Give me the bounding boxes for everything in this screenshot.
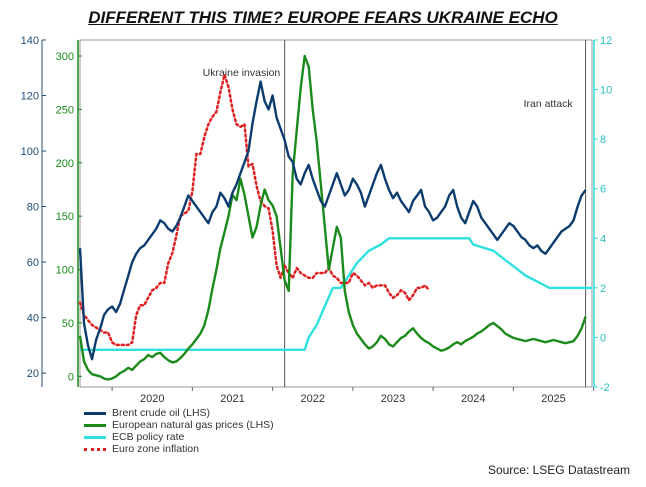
legend-item-brent: Brent crude oil (LHS) bbox=[84, 407, 274, 419]
left-inner-tick-150: 150 bbox=[56, 211, 74, 223]
right-tick-0: 0 bbox=[600, 332, 606, 344]
left-outer-tick-20: 20 bbox=[27, 368, 39, 380]
legend-swatch-ecb bbox=[84, 435, 106, 439]
left-outer-tick-60: 60 bbox=[27, 257, 39, 269]
legend-label-inflation: Euro zone inflation bbox=[112, 443, 199, 455]
left-outer-tick-100: 100 bbox=[21, 146, 39, 158]
legend-item-inflation: Euro zone inflation bbox=[84, 443, 274, 455]
annotation-label-0: Ukraine invasion bbox=[203, 67, 281, 79]
left-outer-tick-80: 80 bbox=[27, 202, 39, 214]
annotation-label-1: Iran attack bbox=[524, 98, 574, 110]
legend-label-gas: European natural gas prices (LHS) bbox=[112, 419, 274, 431]
series-line-inflation bbox=[78, 73, 431, 347]
x-tick-label-2022: 2022 bbox=[300, 393, 324, 405]
legend-item-gas: European natural gas prices (LHS) bbox=[84, 419, 274, 431]
plot-frame bbox=[79, 39, 593, 388]
left-inner-tick-50: 50 bbox=[62, 318, 74, 330]
legend-label-brent: Brent crude oil (LHS) bbox=[112, 407, 211, 419]
series-line-gas bbox=[78, 54, 587, 381]
right-tick-4: 4 bbox=[600, 233, 606, 245]
x-tick-label-2020: 2020 bbox=[140, 393, 164, 405]
right-tick-10: 10 bbox=[600, 85, 612, 97]
left-inner-tick-300: 300 bbox=[56, 51, 74, 63]
legend-swatch-brent bbox=[84, 411, 106, 415]
x-tick-label-2025: 2025 bbox=[541, 393, 565, 405]
legend-label-ecb: ECB policy rate bbox=[112, 431, 185, 443]
left-inner-tick-250: 250 bbox=[56, 104, 74, 116]
left-outer-tick-120: 120 bbox=[21, 91, 39, 103]
right-tick-2: 2 bbox=[600, 283, 606, 295]
left-outer-tick-40: 40 bbox=[27, 313, 39, 325]
legend-item-ecb: ECB policy rate bbox=[84, 431, 274, 443]
left-inner-tick-200: 200 bbox=[56, 158, 74, 170]
right-tick-6: 6 bbox=[600, 184, 606, 196]
chart-title: DIFFERENT THIS TIME? EUROPE FEARS UKRAIN… bbox=[88, 8, 558, 27]
series-line-brent bbox=[78, 80, 587, 361]
source-note: Source: LSEG Datastream bbox=[487, 463, 630, 477]
left-inner-tick-100: 100 bbox=[56, 265, 74, 277]
legend: Brent crude oil (LHS) European natural g… bbox=[84, 407, 274, 455]
left-outer-tick-140: 140 bbox=[21, 35, 39, 47]
right-tick-12: 12 bbox=[600, 35, 612, 47]
series-line-ecb bbox=[80, 237, 592, 351]
left-inner-tick-0: 0 bbox=[68, 371, 74, 383]
right-tick--2: -2 bbox=[600, 382, 610, 394]
x-tick-label-2024: 2024 bbox=[461, 393, 485, 405]
right-tick-8: 8 bbox=[600, 134, 606, 146]
x-tick-label-2023: 2023 bbox=[381, 393, 405, 405]
legend-swatch-inflation bbox=[84, 447, 106, 451]
legend-swatch-gas bbox=[84, 423, 106, 427]
x-tick-label-2021: 2021 bbox=[220, 393, 244, 405]
